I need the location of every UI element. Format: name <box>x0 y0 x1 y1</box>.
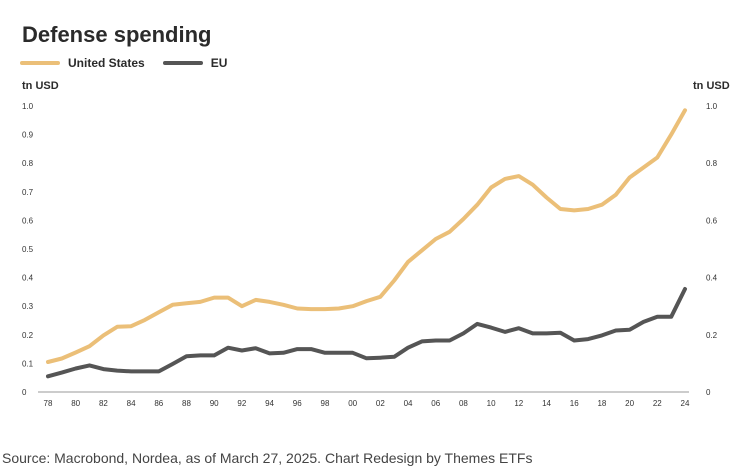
x-tick-label: 22 <box>653 399 662 408</box>
x-tick-label: 80 <box>71 399 80 408</box>
y-tick-label-right: 0.2 <box>706 331 718 340</box>
x-tick-label: 78 <box>44 399 53 408</box>
legend-item-eu: EU <box>162 56 228 70</box>
x-tick-label: 92 <box>237 399 246 408</box>
y-tick-label-left: 1.0 <box>22 102 34 111</box>
legend-label-united-states: United States <box>68 56 145 70</box>
y-tick-label-right: 0.6 <box>706 216 718 225</box>
x-tick-label: 98 <box>321 399 330 408</box>
y-tick-label-right: 1.0 <box>706 102 718 111</box>
legend-swatch-eu <box>162 61 203 65</box>
x-tick-label: 16 <box>570 399 579 408</box>
y-axis-unit-right: tn USD <box>693 80 730 92</box>
x-tick-label: 94 <box>265 399 274 408</box>
y-tick-label-left: 0.6 <box>22 216 34 225</box>
legend: United States EU <box>20 56 227 70</box>
x-tick-label: 10 <box>487 399 496 408</box>
x-tick-label: 00 <box>348 399 357 408</box>
x-tick-label: 84 <box>127 399 136 408</box>
series-line-eu <box>46 287 687 379</box>
x-tick-label: 02 <box>376 399 385 408</box>
y-tick-label-left: 0.2 <box>22 331 34 340</box>
legend-swatch-united-states <box>20 61 60 65</box>
y-tick-label-right: 0 <box>706 388 711 397</box>
x-tick-label: 24 <box>681 399 690 408</box>
x-tick-label: 96 <box>293 399 302 408</box>
y-tick-label-right: 0.4 <box>706 274 718 283</box>
x-tick-label: 18 <box>597 399 606 408</box>
legend-item-united-states: United States <box>20 56 145 70</box>
x-tick-label: 90 <box>210 399 219 408</box>
y-tick-label-left: 0.7 <box>22 188 34 197</box>
y-tick-label-left: 0 <box>22 388 27 397</box>
y-tick-label-left: 0.4 <box>22 274 34 283</box>
series-line-united-states <box>46 108 687 364</box>
x-tick-label: 82 <box>99 399 108 408</box>
x-tick-label: 12 <box>514 399 523 408</box>
x-tick-label: 14 <box>542 399 551 408</box>
chart-title: Defense spending <box>22 22 212 47</box>
x-tick-label: 04 <box>404 399 413 408</box>
x-tick-label: 20 <box>625 399 634 408</box>
x-tick-label: 88 <box>182 399 191 408</box>
x-tick-label: 86 <box>154 399 163 408</box>
y-tick-label-left: 0.9 <box>22 131 34 140</box>
y-tick-label-right: 0.8 <box>706 159 718 168</box>
x-tick-label: 08 <box>459 399 468 408</box>
y-tick-label-left: 0.1 <box>22 359 34 368</box>
y-axis-unit-left: tn USD <box>22 80 59 92</box>
legend-label-eu: EU <box>210 56 228 70</box>
y-tick-label-left: 0.8 <box>22 159 34 168</box>
x-tick-label: 06 <box>431 399 440 408</box>
y-tick-label-left: 0.3 <box>22 302 34 311</box>
source-note: Source: Macrobond, Nordea, as of March 2… <box>2 450 533 466</box>
y-tick-label-left: 0.5 <box>22 245 34 254</box>
